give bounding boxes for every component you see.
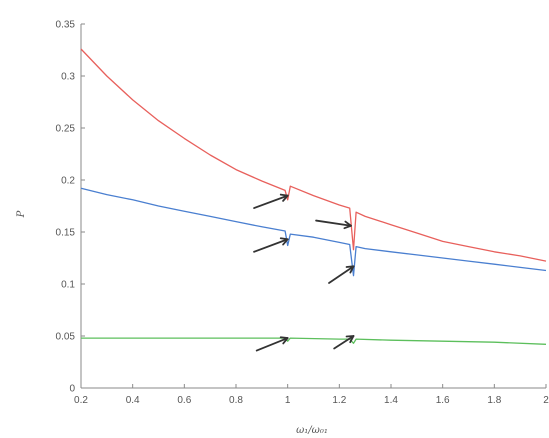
x-tick-label: 1.4 (384, 395, 398, 406)
y-tick-label: 0.3 (61, 72, 75, 83)
annotation-arrow (328, 265, 355, 284)
x-tick-label: 0.4 (126, 395, 140, 406)
x-tick-label: 0.8 (229, 395, 243, 406)
annotation-arrows (253, 193, 355, 352)
plot-axes: 0.2 0.4 0.6 0.8 1 1.2 1.4 1.6 1.8 2 0 0.05 0.1 0.15 0.… (56, 20, 549, 407)
y-tick-label: 0.2 (61, 176, 75, 187)
x-tick-label: 1.6 (436, 395, 450, 406)
y-tick-label: 0.15 (56, 228, 76, 239)
annotation-arrow (333, 335, 355, 350)
series-line-1 (80, 48, 547, 262)
y-tick-label: 0.35 (56, 20, 76, 31)
annotation-arrow (255, 336, 289, 352)
axis-labels: ω₁/ω₀₁ P (16, 210, 328, 436)
x-axis-label: ω₁/ω₀₁ (296, 425, 328, 436)
y-tick-label: 0.05 (56, 332, 76, 343)
series-line-3 (81, 337, 547, 345)
x-tick-label: 0.2 (74, 395, 88, 406)
y-tick-label: 0.1 (61, 280, 75, 291)
annotation-arrow (315, 219, 352, 230)
series-layer (80, 48, 547, 345)
x-tick-label: 1 (285, 395, 291, 406)
y-axis-label: P (16, 210, 27, 218)
y-tick-label: 0 (69, 384, 75, 395)
x-tick-label: 1.2 (332, 395, 346, 406)
series-line-2 (80, 187, 547, 277)
x-tick-label: 0.6 (177, 395, 191, 406)
annotation-arrow (253, 237, 289, 253)
x-tick-label: 1.8 (487, 395, 501, 406)
y-tick-label: 0.25 (56, 124, 76, 135)
annotation-arrow (253, 193, 289, 209)
x-tick-label: 2 (543, 395, 549, 406)
